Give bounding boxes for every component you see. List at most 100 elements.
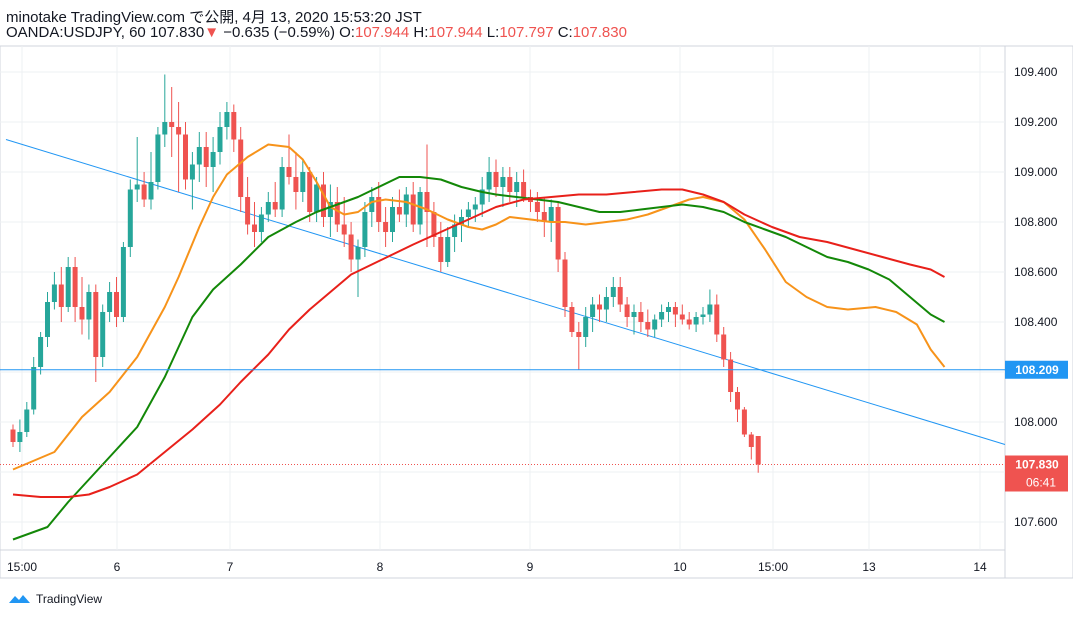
candle[interactable] [645,309,651,338]
candle[interactable] [638,302,644,332]
trendline[interactable] [5,139,1006,445]
candle[interactable] [341,197,347,247]
candle[interactable] [203,132,209,187]
candle[interactable] [376,182,382,232]
last-price-badge[interactable] [1005,455,1068,492]
trendline-layer[interactable] [5,139,1006,445]
candle[interactable] [390,197,395,242]
candle[interactable] [272,182,278,217]
candle[interactable] [610,277,616,307]
candle[interactable] [624,297,630,327]
candle[interactable] [120,242,126,322]
candle[interactable] [700,307,706,325]
candle[interactable] [396,189,402,223]
candle[interactable] [72,257,78,322]
candle[interactable] [562,252,568,317]
candle[interactable] [672,302,678,327]
tradingview-branding[interactable]: TradingView [8,592,102,606]
candle[interactable] [334,187,340,232]
candle[interactable] [100,304,106,368]
candle[interactable] [548,199,554,243]
candle[interactable] [755,436,761,473]
candle[interactable] [176,102,182,192]
candle[interactable] [431,202,437,247]
candle[interactable] [445,227,451,267]
candle[interactable] [748,432,754,460]
candle[interactable] [369,187,375,227]
candle[interactable] [679,304,685,325]
hline-price-badge[interactable] [1005,360,1068,379]
candle[interactable] [583,307,589,347]
candle[interactable] [183,122,188,190]
candle[interactable] [286,134,292,185]
candle[interactable] [735,387,740,422]
price-axis[interactable]: 109.400 109.200 109.000 108.800 108.600 108.4… [1005,65,1068,529]
candle[interactable] [438,222,444,272]
candle[interactable] [86,284,92,340]
site-name[interactable]: TradingView.com [70,9,186,26]
candle[interactable] [31,357,37,415]
candle[interactable] [493,159,499,198]
candle[interactable] [534,192,540,222]
candle[interactable] [728,352,734,402]
candle[interactable] [659,304,665,328]
candle[interactable] [486,157,492,202]
candle[interactable] [424,144,430,248]
candle[interactable] [279,157,285,217]
candle[interactable] [45,292,50,347]
candle[interactable] [93,284,99,383]
candle[interactable] [224,102,230,140]
candle[interactable] [258,207,264,242]
candle[interactable] [597,294,602,323]
candle[interactable] [721,327,727,367]
candle[interactable] [141,172,147,207]
candle[interactable] [479,177,485,217]
candle[interactable] [541,197,547,237]
candle[interactable] [307,167,313,222]
candle[interactable] [114,277,119,327]
candle[interactable] [245,177,251,235]
candle[interactable] [452,214,458,253]
candle[interactable] [465,202,471,227]
candle[interactable] [79,277,85,335]
candle[interactable] [107,282,113,322]
candle[interactable] [238,127,244,212]
publisher-name[interactable]: minotake [6,9,67,26]
candle[interactable] [148,152,154,210]
candle[interactable] [714,294,720,343]
candle[interactable] [362,202,368,257]
candle[interactable] [155,127,161,190]
candle[interactable] [300,159,306,203]
candles-layer[interactable] [10,74,761,473]
candle[interactable] [403,187,409,227]
candle[interactable] [500,167,506,207]
candle[interactable] [569,302,575,337]
candle[interactable] [617,277,623,312]
candle[interactable] [555,202,561,272]
candle[interactable] [231,104,237,153]
candle[interactable] [17,419,23,453]
candle[interactable] [314,177,320,222]
candle[interactable] [10,424,16,448]
candle[interactable] [24,402,30,437]
candle[interactable] [265,192,271,222]
candle[interactable] [666,302,671,322]
candle[interactable] [321,172,326,227]
time-axis[interactable]: 15:00 6 7 8 9 10 15:00 13 14 [7,560,987,574]
candle[interactable] [472,197,478,222]
candle[interactable] [576,322,582,370]
candle[interactable] [51,272,57,310]
candle[interactable] [383,207,389,247]
candle[interactable] [686,312,692,330]
candle[interactable] [169,87,175,157]
candle[interactable] [217,112,223,165]
candle[interactable] [162,74,168,148]
candle[interactable] [65,257,71,312]
candle[interactable] [652,314,658,338]
candle[interactable] [707,289,713,323]
candle[interactable] [355,239,361,298]
candle[interactable] [693,312,699,332]
candle[interactable] [127,179,133,258]
candle[interactable] [58,267,64,322]
candle[interactable] [196,132,202,182]
